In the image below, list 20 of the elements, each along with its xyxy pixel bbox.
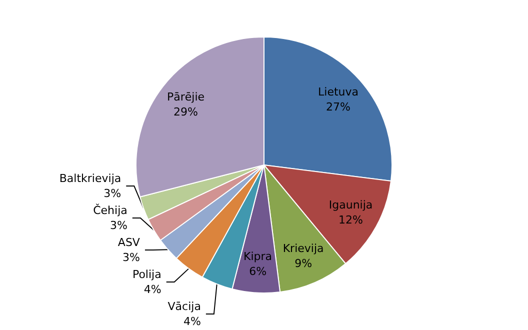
slice-label: Krievija [282, 242, 324, 255]
data-label: 3% [122, 251, 140, 264]
slice-label: Polija [132, 268, 162, 281]
slice-label: ASV [118, 236, 140, 249]
slice-label: Vācija [168, 300, 201, 313]
data-label: 29% [174, 105, 198, 118]
data-label: 12% [338, 214, 363, 227]
data-label: 6% [249, 264, 267, 278]
slice-label: Igaunija [328, 198, 373, 212]
slice-label: Lietuva [318, 86, 359, 99]
slice-label: Kipra [244, 250, 272, 263]
slice-label: Baltkrievija [59, 172, 122, 185]
slice-label: Čehija [93, 203, 128, 217]
data-label: 3% [110, 219, 128, 232]
data-label: 3% [104, 187, 122, 200]
data-label: 4% [144, 283, 162, 296]
data-label: 4% [183, 315, 201, 328]
slice-label: Pārējie [167, 90, 205, 104]
data-label: 9% [294, 256, 312, 270]
data-label: 27% [326, 100, 350, 114]
